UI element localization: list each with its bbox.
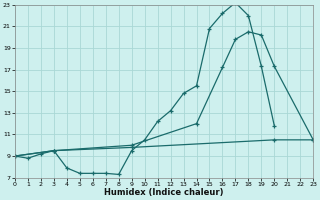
X-axis label: Humidex (Indice chaleur): Humidex (Indice chaleur)	[104, 188, 224, 197]
